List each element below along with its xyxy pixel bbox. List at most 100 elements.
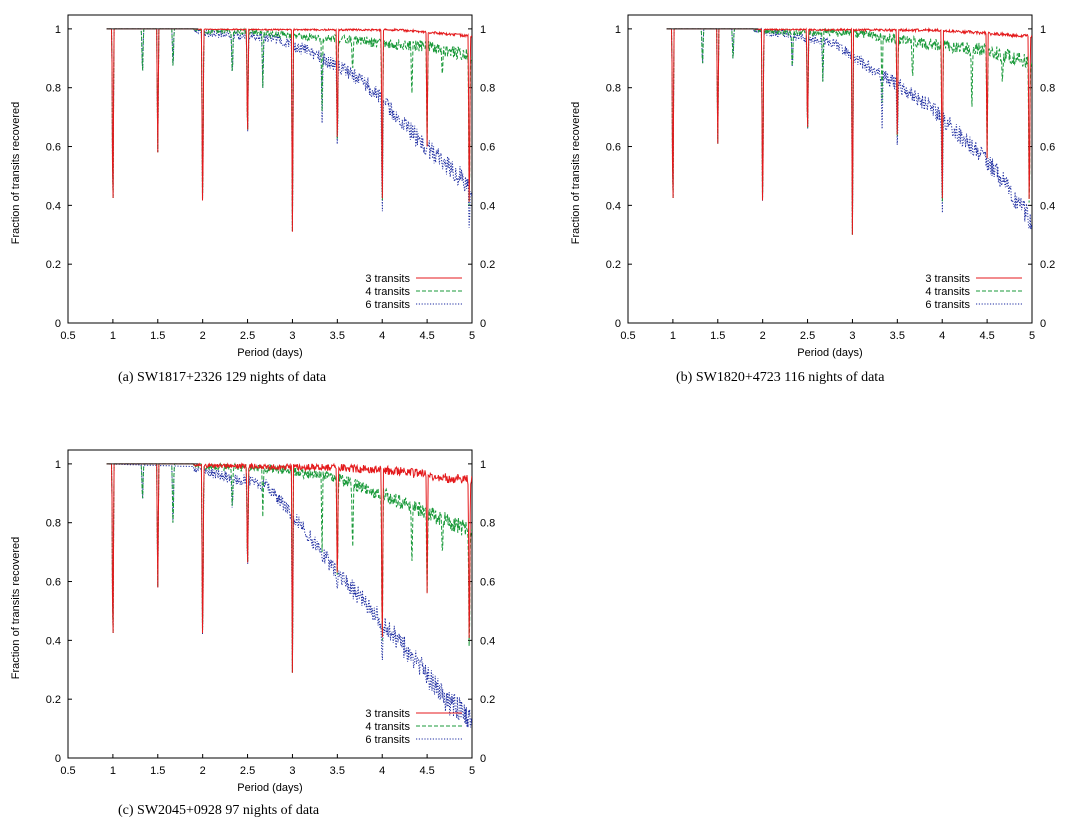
x-tick-label: 2: [200, 765, 206, 777]
x-tick-label: 3: [849, 330, 855, 342]
plot-frame: [627, 14, 1033, 324]
x-axis-label: Period (days): [237, 347, 302, 359]
x-tick-label: 2: [200, 330, 206, 342]
x-tick-label: 4: [379, 765, 385, 777]
y-tick-label-left: 0: [55, 318, 61, 330]
legend-label: 3 transits: [925, 273, 970, 285]
series-line-6-transits: [666, 27, 1032, 235]
x-tick-label: 1: [670, 330, 676, 342]
x-tick-label: 5: [1029, 330, 1035, 342]
series-line-6-transits: [106, 28, 472, 232]
chart-panel-a: 0.5 1 1.5 2 2.5 3 3.5 4 4.5 5 0 0.2 0.4 0.6 0.8 1 0 0.2 0.…: [0, 0, 533, 370]
y-tick-label-left: 0.4: [46, 635, 61, 647]
y-tick-label-right: 0: [480, 753, 486, 765]
x-tick-label: 3.5: [890, 330, 905, 342]
x-tick-label: 0.5: [60, 330, 75, 342]
caption-a: (a) SW1817+2326 129 nights of data: [118, 370, 327, 385]
y-tick-label-right: 0.6: [1040, 142, 1055, 154]
series-line-3-transits: [106, 462, 472, 673]
y-tick-label-left: 0.8: [606, 83, 621, 95]
plot-frame: [67, 14, 473, 324]
legend-label: 6 transits: [925, 299, 970, 311]
legend-label: 6 transits: [365, 734, 410, 746]
y-tick-label-right: 0.4: [1040, 200, 1055, 212]
x-tick-label: 1.5: [150, 765, 165, 777]
x-tick-label: 3.5: [330, 765, 345, 777]
plot-frame: [67, 449, 473, 759]
legend-label: 4 transits: [365, 721, 410, 733]
y-axis-label: Fraction of transits recovered: [10, 537, 22, 679]
series-line-4-transits: [106, 27, 472, 232]
x-tick-label: 1.5: [710, 330, 725, 342]
legend-label: 4 transits: [365, 286, 410, 298]
x-tick-label: 4.5: [419, 330, 434, 342]
y-tick-label-right: 0: [480, 318, 486, 330]
x-tick-label: 5: [469, 765, 475, 777]
x-tick-label: 1: [110, 330, 116, 342]
legend-label: 4 transits: [925, 286, 970, 298]
legend-label: 3 transits: [365, 708, 410, 720]
x-tick-label: 4: [939, 330, 945, 342]
x-tick-label: 4.5: [419, 765, 434, 777]
x-tick-label: 2.5: [240, 765, 255, 777]
y-tick-label-right: 0.4: [480, 635, 495, 647]
x-tick-label: 5: [469, 330, 475, 342]
chart-b: 0.5 1 1.5 2 2.5 3 3.5 4 4.5 500.20.40.60.8100.20.…: [570, 14, 1055, 359]
x-axis-label: Period (days): [237, 782, 302, 794]
x-tick-label: 4: [379, 330, 385, 342]
x-tick-label: 0.5: [60, 765, 75, 777]
y-tick-label-right: 1: [480, 24, 486, 36]
x-tick-label: 2.5: [800, 330, 815, 342]
y-tick-label-right: 0: [1040, 318, 1046, 330]
y-tick-label-left: 0.4: [606, 200, 621, 212]
y-tick-label-left: 1: [55, 459, 61, 471]
y-tick-label-right: 1: [480, 459, 486, 471]
series-line-3-transits: [666, 27, 1032, 235]
legend-label: 6 transits: [365, 299, 410, 311]
x-tick-label: 4.5: [979, 330, 994, 342]
legend-label: 3 transits: [365, 273, 410, 285]
y-tick-label-right: 1: [1040, 24, 1046, 36]
x-tick-label: 1.5: [150, 330, 165, 342]
y-tick-label-left: 0.8: [46, 83, 61, 95]
x-tick-label: 1: [110, 765, 116, 777]
caption-c: (c) SW2045+0928 97 nights of data: [118, 803, 320, 818]
x-tick-label: 2: [760, 330, 766, 342]
y-tick-label-left: 0.6: [46, 142, 61, 154]
y-tick-label-right: 0.4: [480, 200, 495, 212]
caption-b: (b) SW1820+4723 116 nights of data: [676, 370, 885, 385]
y-tick-label-left: 1: [615, 24, 621, 36]
y-axis-label: Fraction of transits recovered: [570, 102, 582, 244]
y-tick-label-right: 0.2: [480, 259, 495, 271]
y-tick-label-left: 0.2: [46, 694, 61, 706]
y-tick-label-right: 0.2: [1040, 259, 1055, 271]
x-tick-label: 3: [289, 765, 295, 777]
x-tick-label: 3: [289, 330, 295, 342]
y-tick-label-left: 0: [55, 753, 61, 765]
series-line-3-transits: [106, 27, 472, 232]
y-tick-label-right: 0.8: [480, 518, 495, 530]
y-tick-label-left: 0.2: [606, 259, 621, 271]
chart-panel-c: 0.5 1 1.5 2 2.5 3 3.5 4 4.5 5 0 0.2 0.4 0.6 0.8 1 0 0.2 0.…: [0, 435, 533, 805]
y-tick-label-right: 0.8: [480, 83, 495, 95]
series-line-4-transits: [666, 27, 1032, 235]
series-line-6-transits: [106, 463, 472, 728]
x-axis-label: Period (days): [797, 347, 862, 359]
y-tick-label-right: 0.6: [480, 577, 495, 589]
y-tick-label-right: 0.8: [1040, 83, 1055, 95]
y-tick-label-left: 0.6: [46, 577, 61, 589]
chart-c: 0.5 1 1.5 2 2.5 3 3.5 4 4.5 500.20.40.60.8100.20.…: [10, 449, 495, 794]
chart-a: 0.5 1 1.5 2 2.5 3 3.5 4 4.5 500.20.40.60.8100.20.…: [10, 14, 495, 359]
y-tick-label-left: 0.6: [606, 142, 621, 154]
series-line-4-transits: [106, 462, 472, 673]
chart-panel-b: 0.5 1 1.5 2 2.5 3 3.5 4 4.5 5 0 0.2 0.4 0.6 0.8 1 0 0.2 0.…: [560, 0, 1066, 370]
y-tick-label-right: 0.2: [480, 694, 495, 706]
y-tick-label-right: 0.6: [480, 142, 495, 154]
y-tick-label-left: 0.2: [46, 259, 61, 271]
y-tick-label-left: 0.8: [46, 518, 61, 530]
y-tick-label-left: 0: [615, 318, 621, 330]
y-tick-label-left: 1: [55, 24, 61, 36]
y-axis-label: Fraction of transits recovered: [10, 102, 22, 244]
y-tick-label-left: 0.4: [46, 200, 61, 212]
x-tick-label: 0.5: [620, 330, 635, 342]
